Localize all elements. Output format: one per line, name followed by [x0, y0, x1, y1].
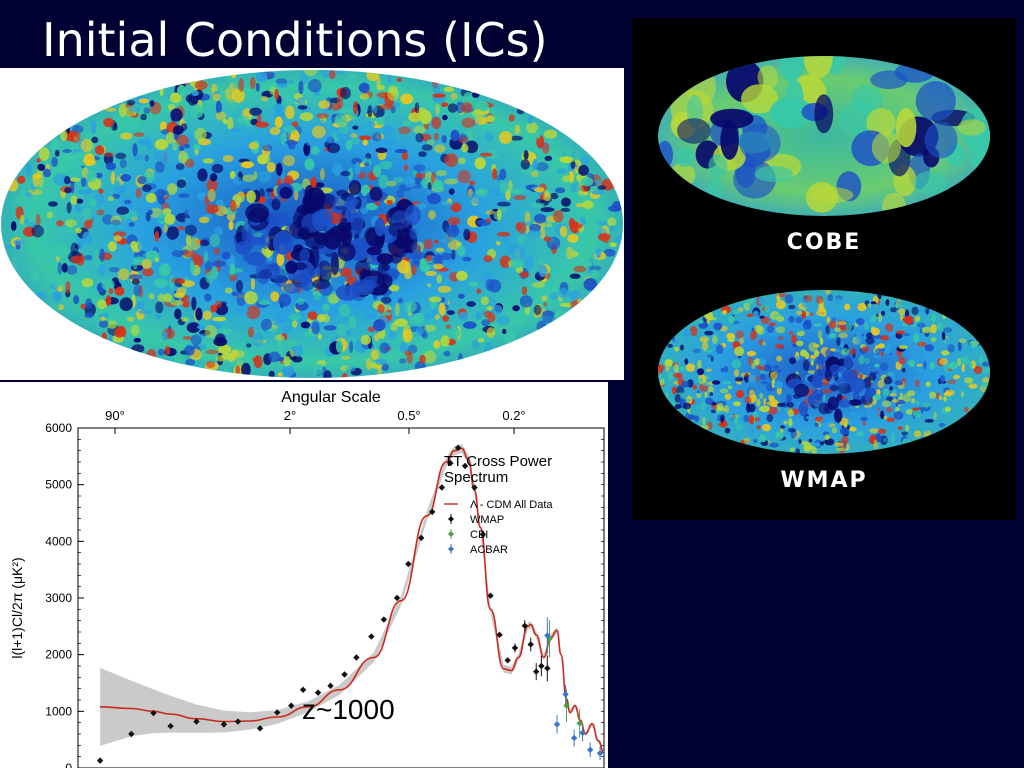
legend-entry: ACBAR [470, 544, 508, 556]
wmap-map [658, 290, 990, 454]
wmap-point [353, 654, 360, 661]
y-tick-label: 6000 [45, 421, 72, 435]
wmap-point [461, 462, 469, 470]
wmap-point [274, 709, 281, 716]
y-tick-label: 1000 [45, 704, 72, 718]
wmap-point [368, 633, 375, 640]
model-uncertainty-band [100, 443, 604, 755]
wmap-point [533, 668, 540, 675]
wmap-point [150, 709, 157, 717]
wmap-point [471, 484, 478, 491]
wmap-point [487, 592, 494, 599]
wmap-point [538, 662, 545, 670]
wmap-point [511, 644, 519, 652]
wmap-point [220, 721, 228, 728]
slide-title: Initial Conditions (ICs) [42, 13, 548, 67]
acbar-point [570, 734, 578, 742]
wmap-point [393, 594, 401, 602]
cobe-label: COBE [786, 230, 862, 255]
power-spectrum-svg: 0 1000 2000 3000 4000 5000 6000 90° 2° 0.5° 0.2° An… [9, 389, 605, 768]
y-tick-label: 2000 [45, 648, 72, 662]
redshift-annotation: z~1000 [302, 694, 395, 725]
wmap-point [167, 722, 174, 730]
wmap-point [341, 671, 348, 678]
legend-entry: CBI [470, 529, 488, 541]
chart-title: Spectrum [444, 469, 508, 486]
wmap-point [234, 718, 242, 725]
y-tick-label: 4000 [45, 534, 72, 548]
wmap-point [527, 641, 534, 648]
chart-title: TT Cross Power [444, 453, 552, 470]
top-tick-label: 0.2° [502, 408, 525, 423]
wmap-point [128, 730, 135, 738]
y-tick-label: 5000 [45, 478, 72, 492]
wmap-point [314, 689, 322, 696]
y-axis-label: l(l+1)Cl/2π (μK²) [9, 557, 25, 658]
legend-swatch-point [448, 531, 454, 537]
wmap-point [193, 718, 200, 725]
y-tick-label: 3000 [45, 591, 72, 605]
wmap-point [504, 657, 511, 664]
wmap-label: WMAP [780, 468, 868, 493]
wmap-point [299, 686, 307, 693]
legend-entry: Λ - CDM All Data [470, 499, 553, 511]
cmb-full-sky-map [0, 68, 624, 380]
acbar-point [586, 746, 594, 754]
power-spectrum-chart: 0 1000 2000 3000 4000 5000 6000 90° 2° 0.5° 0.2° An… [0, 382, 608, 768]
wmap-point [327, 682, 334, 690]
legend-swatch-point [448, 516, 454, 522]
cobe-map [658, 56, 990, 216]
wmap-point [438, 484, 446, 491]
acbar-point [562, 691, 569, 698]
wmap-point [380, 616, 388, 623]
wmap-point [405, 560, 412, 568]
legend-entry: WMAP [470, 514, 504, 526]
cobe-wmap-comparison: COBE WMAP [632, 18, 1016, 520]
top-tick-label: 90° [105, 408, 125, 423]
wmap-point [447, 459, 454, 467]
wmap-point [544, 665, 551, 672]
acbar-point [553, 721, 561, 728]
wmap-point [96, 757, 104, 764]
cmb-map-image [1, 70, 623, 378]
wmap-point [521, 622, 529, 629]
top-axis-label: Angular Scale [281, 389, 381, 406]
wmap-point [454, 444, 462, 452]
y-tick-label: 0 [65, 761, 72, 768]
wmap-point [479, 531, 487, 538]
top-tick-label: 0.5° [397, 408, 420, 423]
sky-maps [658, 56, 990, 454]
acbar-point [544, 632, 551, 639]
legend-swatch-point [448, 546, 454, 552]
top-tick-label: 2° [284, 408, 296, 423]
